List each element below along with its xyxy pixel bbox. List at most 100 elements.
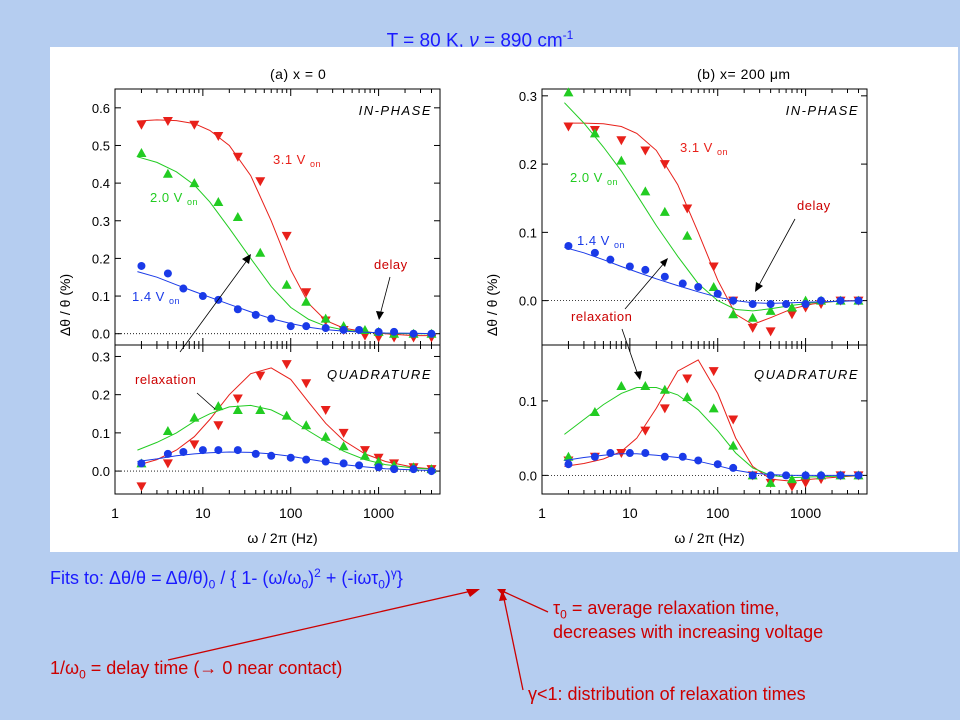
data-point [136,148,147,157]
data-point [267,314,276,323]
data-point [251,310,260,319]
series-31V [136,117,437,343]
y-tick-label: 0.1 [92,289,110,304]
annotation-relaxation-a: relaxation [135,372,196,387]
data-point [136,120,147,130]
title-rest: = 890 cm [478,30,563,52]
data-point [817,471,826,480]
data-point [766,300,775,309]
data-point [801,300,810,309]
data-point [708,281,719,291]
figure-svg: 0.0 0.1 0.2 0.3 0.4 0.5 0.6 (a) x = 0 IN-PHASE 3.… [57,66,868,546]
data-point [616,155,627,165]
data-point [682,392,693,402]
data-point [374,327,383,336]
title-sup: -1 [562,28,574,42]
data-point [564,460,573,469]
y-tick-label: 0.3 [92,214,110,229]
annotation-relaxation-b-line2 [621,328,639,376]
panel-a-in-phase [114,88,441,346]
data-point [817,296,826,305]
data-point [179,284,188,293]
annotation-delay-a-line [379,276,391,316]
data-point [320,405,331,415]
omega-sub: 0 [79,667,86,682]
data-point [708,367,719,377]
data-point [640,146,651,156]
data-point [162,117,173,126]
series-label-sub: on [187,197,198,207]
series-label: 2.0 V on [150,190,198,207]
page-title: T = 80 K, ν = 890 cm-1 [0,28,960,52]
data-point [606,449,615,458]
data-point [198,446,207,455]
data-point [338,441,349,451]
data-point [659,160,670,170]
annotation-relaxation-a-head [242,254,251,264]
data-point [713,289,722,298]
y-axis-label: Δθ / θ (%) [484,274,500,336]
y-tick-label: 0.5 [92,138,110,153]
data-point [355,325,364,334]
panel-frame [114,88,441,346]
omega-pre: 1/ω [50,658,80,678]
y-tick-label: 0.0 [519,294,537,309]
x-tick-label: 10 [195,505,211,521]
data-point [301,379,312,389]
data-point [213,421,224,431]
data-point [625,262,634,271]
data-point [301,296,312,306]
data-point [728,309,739,319]
gamma-note: γ<1: distribution of relaxation times [528,684,806,704]
data-point [682,230,693,240]
tau-symbol: τ [553,598,561,618]
fit-supg: γ [390,566,397,580]
phase-label: IN-PHASE [359,103,432,118]
data-point [390,465,399,474]
data-point [162,459,173,469]
y-tick-label: 0.6 [92,101,110,116]
data-point [660,452,669,461]
omega-rest: = delay time (→ 0 near contact) [85,658,343,678]
data-point [286,453,295,462]
data-point [659,404,670,414]
data-point [189,412,200,422]
data-point [708,262,719,272]
title-main: T = 80 K, [386,30,470,52]
x-tick-label: 100 [706,505,730,521]
data-point [854,471,863,480]
fit-curve [137,404,437,470]
annotation-relaxation-b-head [660,258,668,267]
data-point [189,178,200,188]
data-point [359,446,370,456]
fit-close1: ) [308,568,315,588]
data-point [163,449,172,458]
series-label: 1.4 V on [132,289,180,306]
data-point [682,204,693,214]
x-axis-label: ω / 2π (Hz) [247,530,317,546]
data-point [748,471,757,480]
fit-plus: + (-iωτ [320,568,379,588]
series-20V [563,380,864,487]
data-point [694,282,703,291]
series-label-sub: on [310,159,321,169]
data-point [320,431,331,441]
y-tick-label: 0.3 [92,349,110,364]
phase-label: QUADRATURE [327,367,432,382]
series-14V [137,261,437,338]
series-label: 1.4 V on [577,233,625,250]
data-point [590,452,599,461]
data-point [589,128,600,138]
data-point [255,177,266,187]
data-point [359,450,370,460]
data-point [213,132,224,142]
series-14V [564,449,863,480]
tau-note-line1: τ0 = average relaxation time, [553,598,823,622]
series-label: 3.1 V on [273,152,321,169]
y-tick-label: 0.2 [92,251,110,266]
data-point [301,420,312,430]
data-point [640,186,651,196]
data-point [232,394,243,404]
data-point [728,415,739,425]
data-point [786,302,797,312]
